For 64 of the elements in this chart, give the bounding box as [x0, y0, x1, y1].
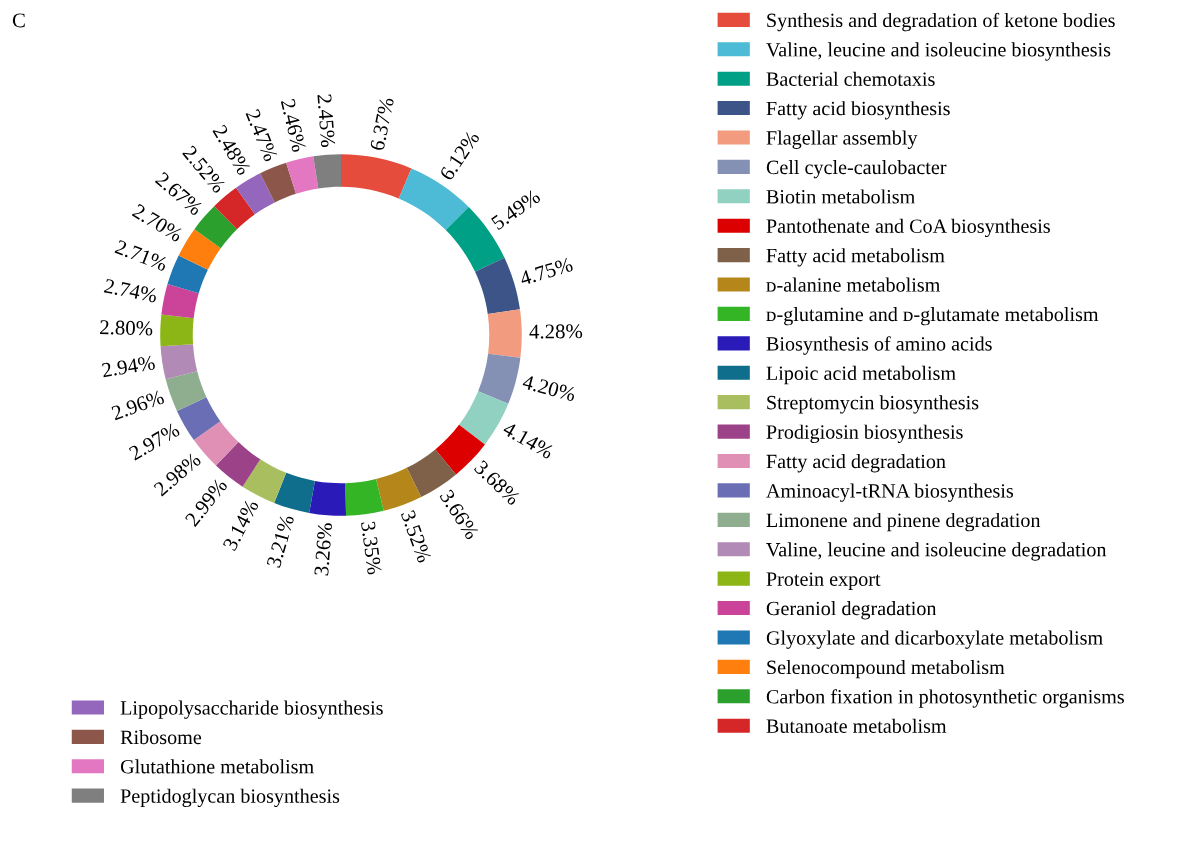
data-label: 2.96% — [110, 389, 165, 421]
data-label: 2.94% — [101, 355, 156, 378]
data-label: 3.26% — [314, 522, 333, 576]
data-label: 4.75% — [518, 257, 574, 286]
data-label: 4.28% — [529, 324, 583, 339]
legend-label: Protein export — [766, 572, 881, 591]
legend-label: Biotin metabolism — [766, 189, 915, 204]
data-label: 4.14% — [501, 420, 555, 460]
donut-slice — [313, 154, 341, 189]
donut-slice — [309, 480, 347, 516]
legend-label: Biosynthesis of amino acids — [766, 336, 992, 355]
donut-slice — [165, 371, 207, 411]
donut-slice — [160, 344, 198, 380]
data-label: 2.45% — [317, 94, 336, 148]
donut-slice — [341, 154, 412, 199]
data-label: 2.74% — [103, 278, 158, 303]
data-label: 2.46% — [280, 98, 307, 153]
donut-slice — [475, 257, 520, 314]
donut-slice — [487, 309, 522, 358]
donut-slice — [260, 162, 296, 203]
data-label: 3.52% — [400, 509, 432, 564]
legend-label: ᴅ-alanine metabolism — [766, 277, 941, 292]
donut-slice — [236, 173, 275, 215]
legend-label: Cell cycle-caulobacter — [766, 159, 947, 179]
donut-slice — [345, 479, 384, 516]
legend-label: Prodigiosin biosynthesis — [766, 424, 963, 443]
legend-label: Glyoxylate and dicarboxylate metabolism — [766, 630, 1103, 649]
legend-label: Fatty acid biosynthesis — [766, 101, 950, 120]
legend-label: ᴅ-glutamine and ᴅ-glutamate metabolism — [766, 306, 1099, 326]
legend-label: Streptomycin biosynthesis — [767, 395, 979, 414]
donut-slice — [160, 314, 194, 347]
donut-slice — [242, 459, 287, 503]
data-label: 2.80% — [100, 320, 153, 336]
legend-label: Lipoic acid metabolism — [766, 365, 956, 385]
data-label: 4.20% — [521, 374, 577, 402]
legend-label: Glutathione metabolism — [120, 759, 314, 774]
legend-label: Valine, leucine and isoleucine biosynthesis — [766, 42, 1111, 61]
donut-slice — [167, 255, 208, 294]
legend-label: Ribosome — [120, 729, 202, 745]
text: C — [12, 13, 25, 28]
legend-label: Synthesis and degradation of ketone bodies — [767, 12, 1115, 32]
legend-label: Bacterial chemotaxis — [766, 71, 935, 86]
legend-label: Aminoacyl-tRNA biosynthesis — [766, 483, 1014, 502]
donut-slice — [274, 472, 315, 513]
legend-label: Lipopolysaccharide biosynthesis — [120, 700, 383, 719]
data-label: 2.71% — [114, 239, 169, 272]
donut-slice — [161, 284, 199, 319]
donut-slice — [478, 353, 521, 404]
donut-slice — [286, 156, 319, 194]
legend-label: Geraniol degradation — [766, 601, 937, 620]
legend-label: Peptidoglycan biosynthesis — [120, 788, 340, 808]
legend-label: Selenocompound metabolism — [767, 659, 1005, 679]
legend-label: Valine, leucine and isoleucine degradation — [766, 542, 1107, 561]
donut-slice — [376, 467, 422, 511]
data-label: 3.35% — [360, 521, 382, 575]
legend-label: Fatty acid metabolism — [766, 248, 945, 267]
legend-label: Fatty acid degradation — [766, 454, 946, 473]
legend-label: Limonene and pinene degradation — [766, 512, 1041, 532]
data-label: 6.37% — [369, 96, 395, 151]
legend-label: Flagellar assembly — [766, 130, 918, 149]
legend-label: Pantothenate and CoA biosynthesis — [766, 218, 1050, 238]
legend-label: Butanoate metabolism — [766, 718, 947, 733]
data-label: 3.21% — [266, 514, 295, 569]
legend-label: Carbon fixation in photosynthetic organisms — [766, 689, 1124, 708]
